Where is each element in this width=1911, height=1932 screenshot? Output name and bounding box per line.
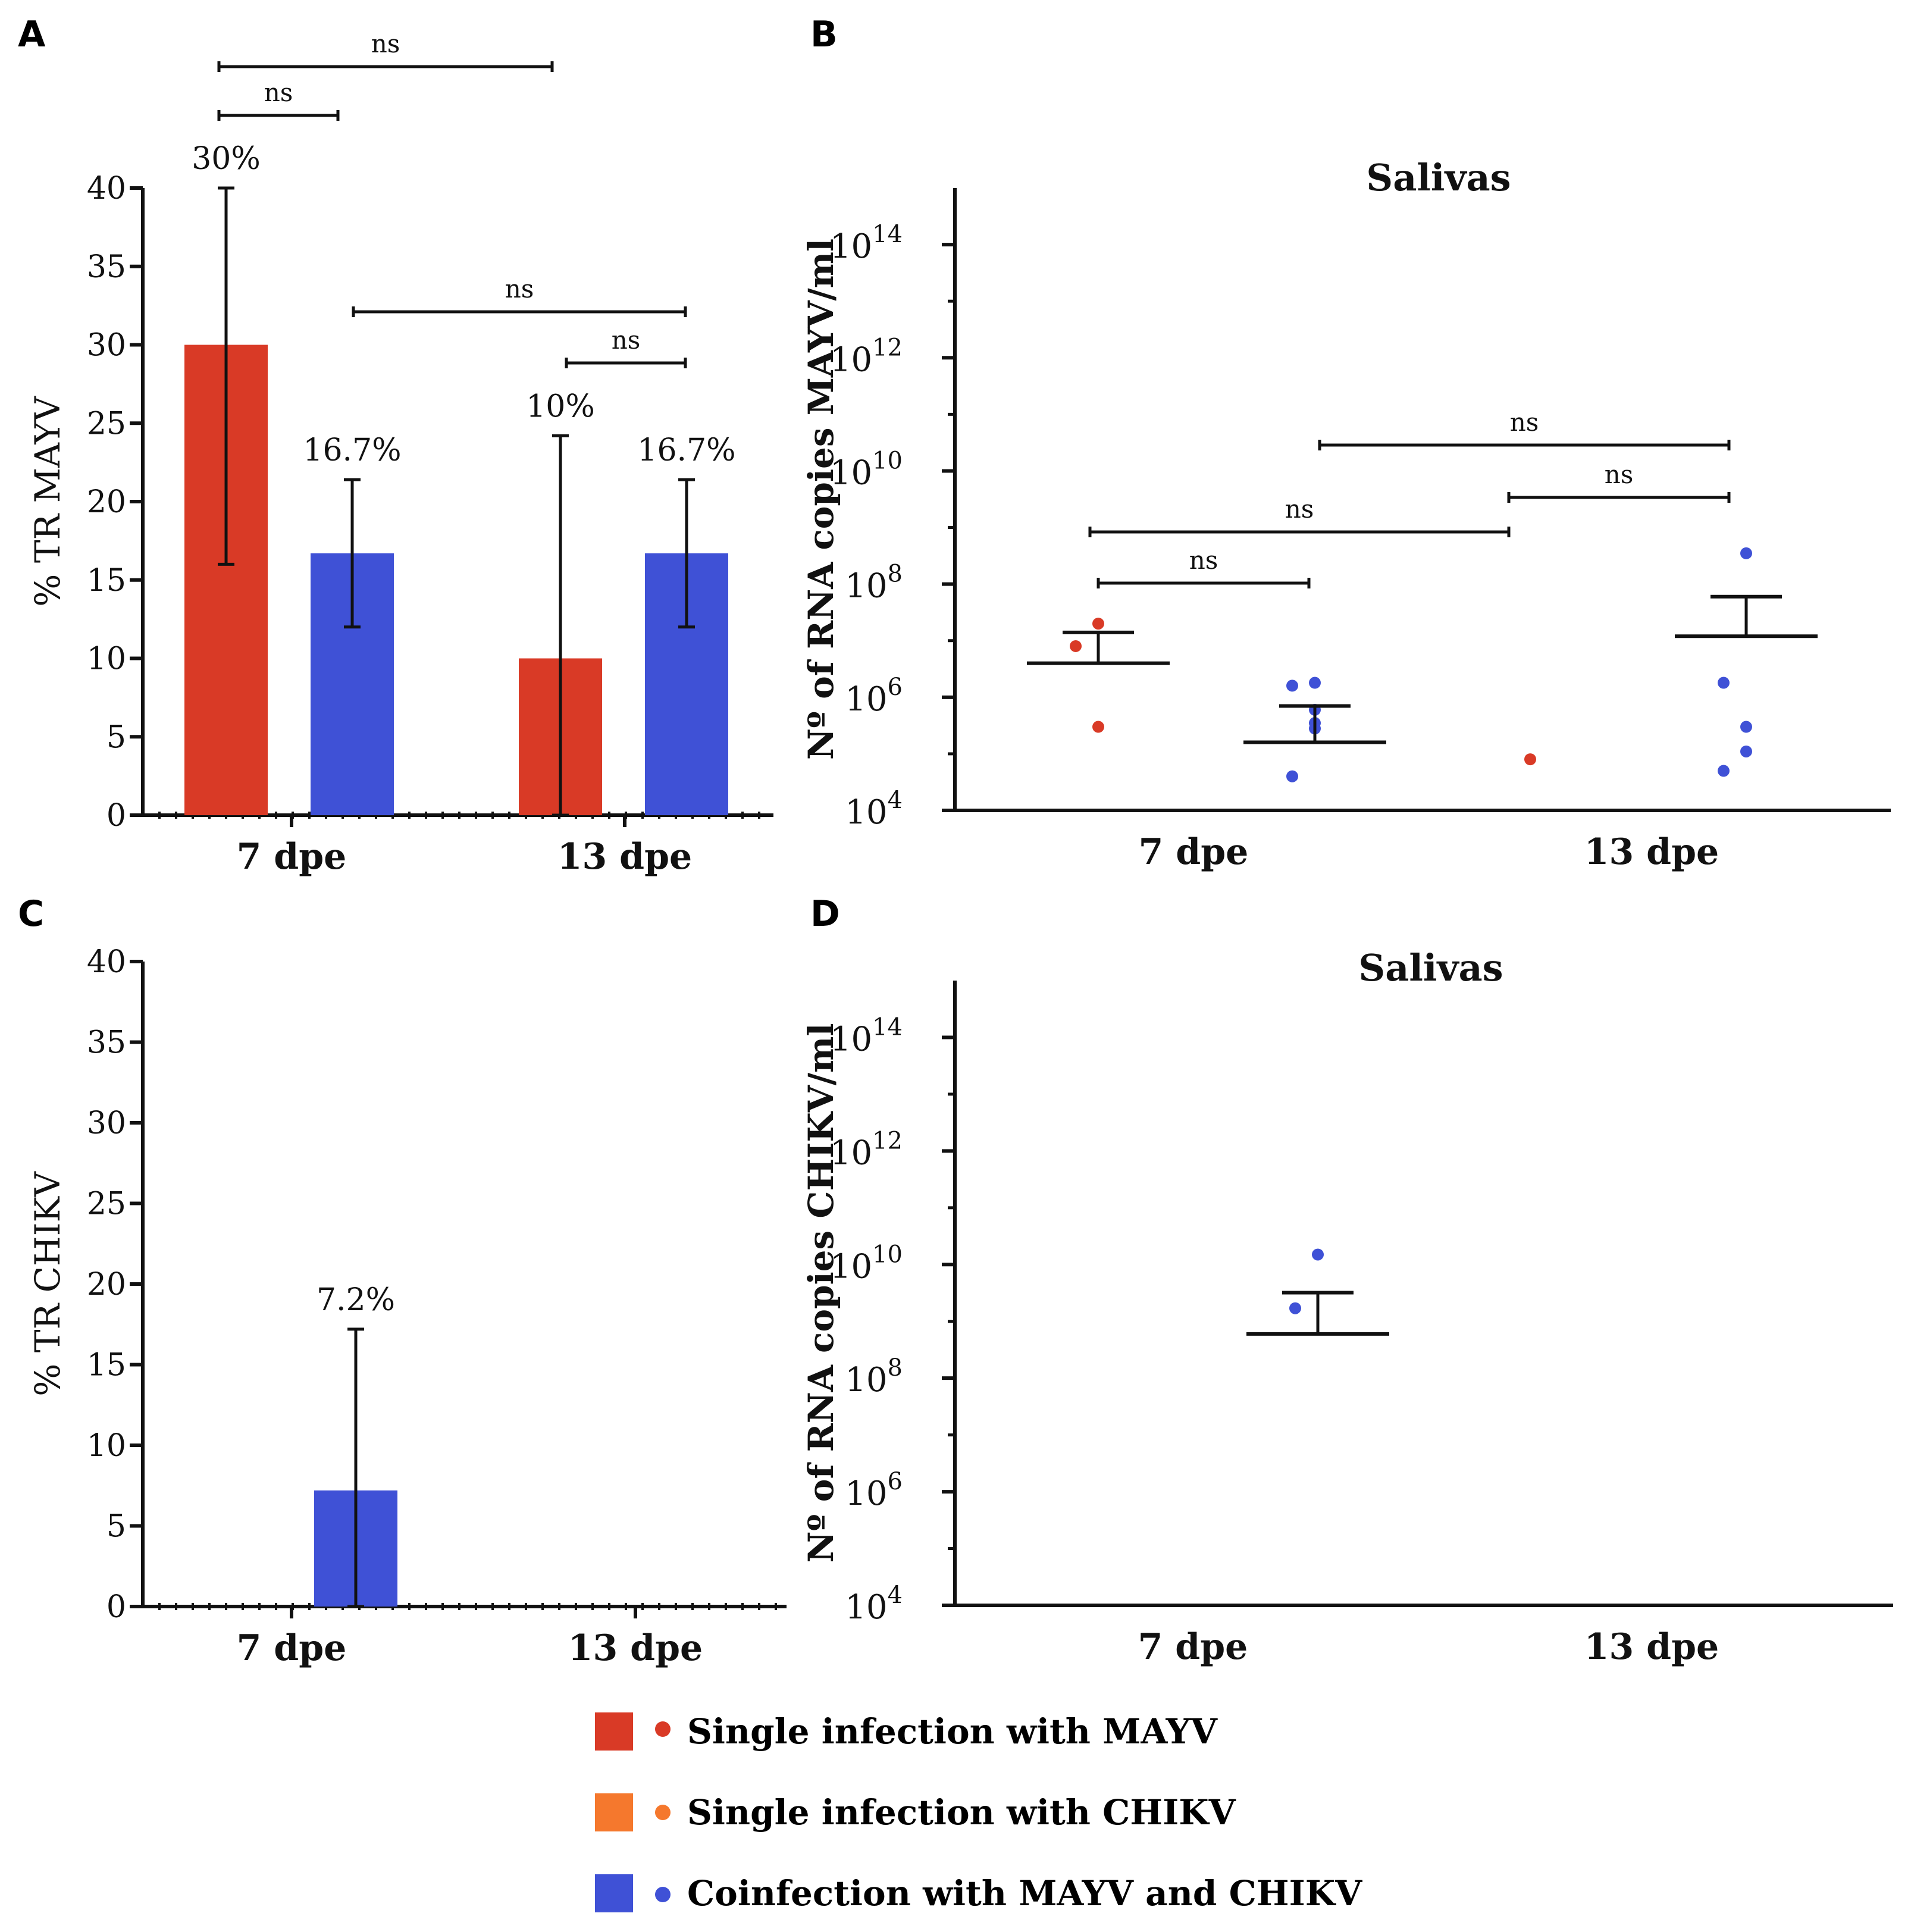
y-tick-exponent: 6 (888, 1468, 903, 1495)
y-tick-label: 104 (845, 787, 903, 832)
comparison-bracket-label: ns (612, 325, 641, 355)
legend-swatch-mayv (595, 1712, 633, 1751)
y-tick-exponent: 14 (872, 1013, 903, 1041)
data-point (1718, 765, 1730, 777)
y-tick-label: 25 (87, 1186, 126, 1222)
y-tick-label: 106 (845, 674, 903, 719)
y-tick-exponent: 8 (888, 1354, 903, 1382)
data-point (1718, 677, 1730, 689)
y-tick-label: 106 (845, 1468, 903, 1513)
y-tick-label: 5 (106, 719, 126, 755)
data-label: 30% (192, 141, 261, 177)
data-point (1312, 1248, 1324, 1261)
chart-panel-a: 0 5 10 15 20 25 30 35 40 % TR MAYV 7 dpe 13 dpe 30% 1… (27, 29, 773, 878)
y-tick-exponent: 6 (888, 674, 903, 701)
y-tick-label: 15 (87, 563, 126, 599)
x-tick-label: 7 dpe (1138, 1626, 1248, 1668)
data-label: 7.2% (317, 1282, 395, 1318)
y-tick-label: 35 (87, 249, 126, 285)
y-tick-label: 15 (87, 1348, 126, 1383)
chart-title: Salivas (1358, 946, 1503, 990)
panel-letter-a: A (18, 14, 46, 55)
x-tick-label: 7 dpe (237, 1627, 347, 1669)
y-tick-exponent: 10 (872, 1241, 903, 1268)
y-tick-label: 5 (106, 1509, 126, 1545)
y-tick-label: 20 (87, 484, 126, 520)
data-point (1740, 721, 1752, 733)
legend-label-coinfection: Coinfection with MAYV and CHIKV (687, 1873, 1362, 1914)
x-tick-label: 13 dpe (1584, 1626, 1719, 1668)
legend-dot-mayv (655, 1721, 671, 1737)
y-tick-exponent: 8 (888, 561, 903, 588)
comparison-bracket-label: ns (371, 29, 400, 58)
chart-panel-c: 0 5 10 15 20 25 30 35 40 % TR CHIKV 7 dpe 13 dpe 7.2… (27, 944, 787, 1669)
y-tick-label: 10 (87, 1428, 126, 1464)
legend-dot-chikv (655, 1805, 671, 1820)
y-tick-label: 35 (87, 1025, 126, 1061)
y-tick-label: 0 (106, 798, 126, 834)
y-tick-label: 108 (845, 561, 903, 606)
y-tick-label: 1014 (830, 1013, 903, 1059)
comparison-bracket-label: ns (1285, 494, 1314, 524)
legend-swatch-coinfection (595, 1874, 633, 1912)
y-tick-label: 30 (87, 1106, 126, 1141)
x-tick-label: 13 dpe (557, 836, 692, 878)
x-tick-label: 7 dpe (1139, 831, 1249, 873)
data-point (1070, 640, 1082, 652)
x-tick-label: 13 dpe (568, 1627, 703, 1669)
x-tick-label: 13 dpe (1584, 831, 1719, 873)
panel-letter-c: C (18, 893, 44, 935)
data-point (1092, 721, 1104, 733)
legend-dot-coinfection (655, 1887, 671, 1902)
y-tick-exponent: 4 (888, 1582, 903, 1609)
data-point (1289, 1302, 1301, 1314)
comparison-bracket-label: ns (1510, 408, 1539, 437)
data-point (1524, 753, 1536, 766)
y-tick-label: 1012 (830, 334, 903, 379)
y-tick-label: 0 (106, 1589, 126, 1625)
y-tick-label: 10 (87, 641, 126, 677)
chart-title: Salivas (1366, 156, 1511, 199)
legend: Single infection with MAYV Single infect… (595, 1711, 1362, 1914)
data-point (1286, 680, 1298, 692)
legend-swatch-chikv (595, 1793, 633, 1831)
y-tick-exponent: 4 (888, 787, 903, 814)
y-tick-exponent: 12 (872, 334, 903, 361)
y-axis-label: Nº of RNA copies MAYV/ml (801, 239, 841, 760)
y-tick-label: 20 (87, 1267, 126, 1302)
y-tick-exponent: 14 (872, 221, 903, 248)
x-tick-label: 7 dpe (237, 836, 347, 878)
data-point (1740, 547, 1752, 559)
y-tick-label: 104 (845, 1582, 903, 1627)
data-label: 10% (526, 389, 595, 424)
comparison-bracket-label: ns (1189, 546, 1218, 575)
data-label: 16.7% (303, 433, 401, 468)
y-axis-label: % TR CHIKV (27, 1171, 68, 1396)
y-tick-label: 108 (845, 1354, 903, 1399)
y-tick-exponent: 12 (872, 1127, 903, 1154)
comparison-bracket-label: ns (1605, 460, 1634, 489)
data-point (1309, 677, 1321, 689)
y-tick-label: 40 (87, 171, 126, 206)
y-axis-label: Nº of RNA copies CHIKV/ml (801, 1023, 841, 1563)
y-tick-label: 25 (87, 406, 126, 441)
y-axis-label: % TR MAYV (27, 396, 68, 607)
comparison-bracket-label: ns (505, 274, 534, 303)
y-tick-label: 40 (87, 944, 126, 980)
comparison-bracket-label: ns (264, 78, 293, 107)
y-tick-exponent: 10 (872, 447, 903, 474)
legend-label-chikv: Single infection with CHIKV (687, 1792, 1236, 1833)
data-point (1740, 745, 1752, 757)
data-point (1092, 618, 1104, 630)
data-point (1286, 770, 1298, 782)
y-tick-label: 30 (87, 328, 126, 364)
panel-letter-d: D (810, 893, 840, 935)
data-label: 16.7% (637, 433, 735, 468)
panel-letter-b: B (810, 14, 838, 55)
legend-label-mayv: Single infection with MAYV (687, 1711, 1218, 1752)
